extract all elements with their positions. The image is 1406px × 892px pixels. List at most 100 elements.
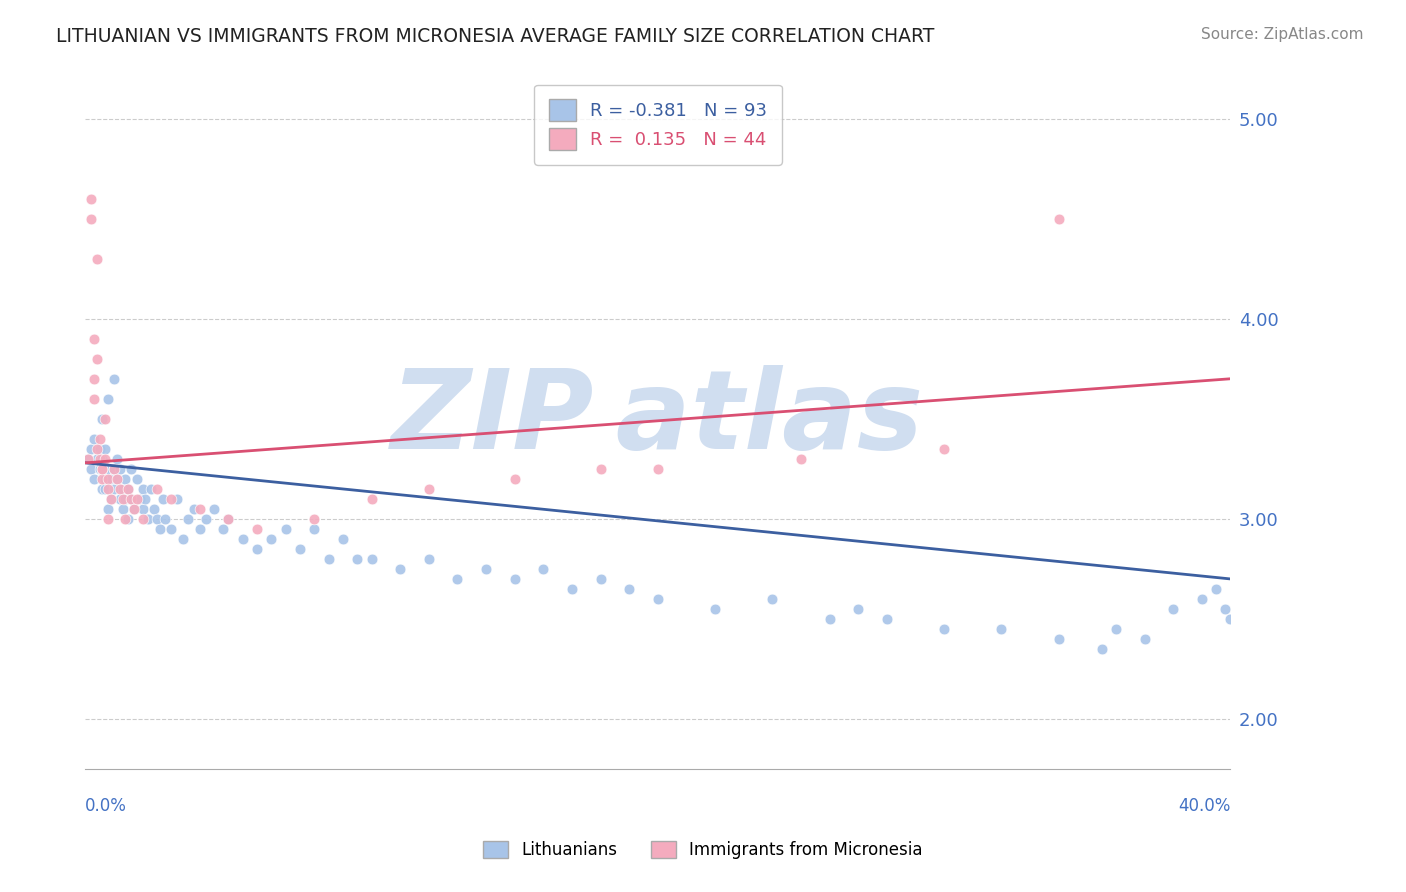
Point [211,522,233,536]
Point [83,372,105,386]
Point [141,482,163,496]
Point [146,482,169,496]
Legend: Lithuanians, Immigrants from Micronesia: Lithuanians, Immigrants from Micronesia [477,834,929,866]
Point [103,462,125,476]
Point [114,512,136,526]
Point [217,512,239,526]
Point [274,522,297,536]
Point [188,522,211,536]
Point [91,451,114,466]
Point [818,612,841,626]
Point [152,491,174,506]
Point [131,501,153,516]
Point [89,462,111,476]
Text: 0.0%: 0.0% [86,797,127,815]
Point [89,432,111,446]
Point [1161,602,1184,616]
Point [1133,632,1156,646]
Point [288,541,311,556]
Point [134,491,156,506]
Point [704,602,727,616]
Point [125,491,148,506]
Point [160,491,183,506]
Point [80,442,103,456]
Legend: R = -0.381   N = 93, R =  0.135   N = 44: R = -0.381 N = 93, R = 0.135 N = 44 [534,85,782,165]
Point [183,501,205,516]
Point [418,552,440,566]
Point [160,522,183,536]
Point [131,512,153,526]
Point [97,512,120,526]
Point [86,351,108,366]
Point [318,552,340,566]
Point [125,472,148,486]
Point [100,491,122,506]
Point [103,372,125,386]
Point [114,472,136,486]
Point [91,482,114,496]
Point [531,562,554,576]
Point [389,562,412,576]
Point [94,412,117,426]
Point [100,472,122,486]
Point [83,432,105,446]
Point [418,482,440,496]
Point [91,472,114,486]
Point [91,412,114,426]
Point [304,522,326,536]
Point [155,512,177,526]
Point [105,472,128,486]
Point [647,462,669,476]
Point [332,532,354,546]
Point [97,472,120,486]
Point [105,472,128,486]
Point [1105,622,1128,636]
Point [246,541,269,556]
Point [108,491,131,506]
Point [619,582,641,596]
Point [97,392,120,406]
Point [1205,582,1227,596]
Point [304,512,326,526]
Text: Source: ZipAtlas.com: Source: ZipAtlas.com [1201,27,1364,42]
Point [561,582,583,596]
Point [97,501,120,516]
Point [100,491,122,506]
Point [83,332,105,346]
Point [111,491,134,506]
Point [1213,602,1236,616]
Point [103,482,125,496]
Point [94,482,117,496]
Point [111,482,134,496]
Point [1191,591,1213,606]
Point [117,482,139,496]
Point [89,451,111,466]
Point [846,602,869,616]
Point [177,512,200,526]
Point [80,192,103,206]
Point [122,501,145,516]
Point [117,482,139,496]
Point [194,512,217,526]
Text: LITHUANIAN VS IMMIGRANTS FROM MICRONESIA AVERAGE FAMILY SIZE CORRELATION CHART: LITHUANIAN VS IMMIGRANTS FROM MICRONESIA… [56,27,935,45]
Point [86,442,108,456]
Point [136,512,159,526]
Point [86,451,108,466]
Point [360,552,382,566]
Point [1047,632,1070,646]
Point [475,562,498,576]
Point [91,462,114,476]
Point [103,462,125,476]
Point [346,552,368,566]
Point [260,532,283,546]
Point [217,512,239,526]
Point [503,572,526,586]
Point [117,512,139,526]
Point [83,392,105,406]
Point [89,442,111,456]
Point [143,501,166,516]
Point [188,501,211,516]
Point [91,462,114,476]
Point [111,501,134,516]
Point [131,482,153,496]
